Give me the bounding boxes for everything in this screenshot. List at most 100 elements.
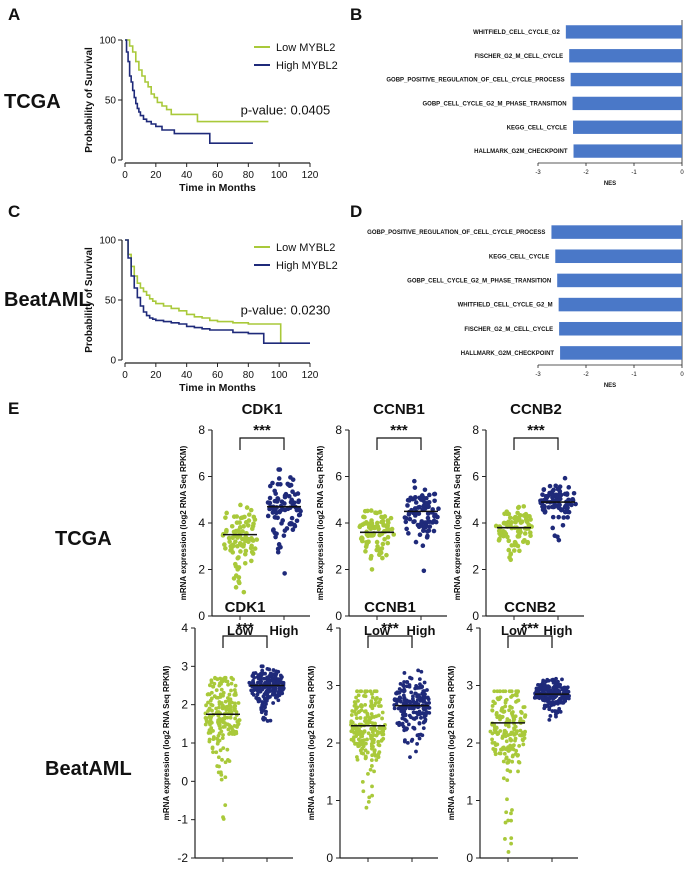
data-point-low (215, 736, 220, 741)
data-point-high (547, 717, 552, 722)
data-point-low (498, 729, 503, 733)
data-point-high (404, 726, 409, 731)
data-point-low (218, 676, 223, 681)
legend-label-low: Low MYBL2 (276, 42, 335, 54)
data-point-low (375, 696, 379, 700)
data-point-low (363, 549, 368, 554)
data-point-high (415, 741, 419, 746)
data-point-low (351, 737, 356, 741)
data-point-low (349, 713, 354, 717)
data-point-low (224, 707, 229, 712)
data-point-low (358, 716, 363, 720)
data-point-low (354, 695, 359, 700)
data-point-low (505, 778, 510, 783)
data-point-low (366, 771, 370, 776)
data-point-high (262, 676, 266, 681)
data-point-low (498, 533, 504, 538)
data-point-high (411, 519, 416, 525)
data-point-high (551, 701, 556, 706)
data-point-high (412, 494, 418, 500)
significance-bracket (367, 635, 413, 648)
data-point-low (515, 698, 520, 703)
nes-bar (551, 225, 682, 239)
data-point-low (517, 527, 523, 533)
nes-bar (558, 297, 682, 312)
data-point-low (211, 729, 215, 733)
km-curve-high (125, 239, 310, 344)
data-point-low (238, 502, 243, 508)
data-point-low (232, 561, 238, 567)
data-point-low (519, 710, 524, 715)
data-point-low (521, 742, 526, 747)
data-point-high (254, 696, 259, 700)
data-point-high (408, 715, 413, 720)
data-point-low (382, 514, 388, 519)
data-point-low (370, 695, 375, 700)
data-point-high (257, 697, 262, 702)
data-point-high (287, 483, 293, 489)
data-point-low (501, 776, 506, 781)
legend-label-high: High MYBL2 (276, 260, 338, 272)
data-point-low (233, 716, 238, 721)
data-point-low (515, 505, 521, 511)
data-point-low (226, 757, 230, 762)
data-point-low (505, 717, 510, 721)
data-point-low (229, 681, 234, 686)
y-tick-label: 100 (99, 236, 116, 247)
data-point-high (427, 710, 432, 715)
nes-bar (570, 72, 682, 87)
data-point-low (493, 752, 498, 757)
row-label-beataml-top: BeatAML (4, 289, 91, 311)
data-point-high (263, 712, 268, 716)
data-point-low (368, 767, 373, 772)
data-point-high (405, 684, 409, 689)
data-point-low (223, 803, 228, 808)
data-point-low (249, 549, 255, 555)
data-point-high (407, 516, 413, 522)
data-point-low (364, 805, 369, 810)
data-point-low (515, 533, 521, 539)
data-point-low (228, 704, 233, 709)
data-point-low (370, 715, 374, 720)
data-point-low (359, 708, 364, 713)
scatter-ccnb2-tcga: 0 2 4 6 8 Low High CCNB2 mRNA expression (log2 R… (453, 401, 584, 638)
data-point-high (571, 490, 577, 496)
data-point-high (397, 687, 402, 691)
data-point-high (422, 680, 427, 685)
data-point-high (403, 519, 409, 525)
data-point-low (230, 700, 234, 705)
data-point-high (413, 691, 418, 696)
data-point-low (506, 538, 512, 544)
data-point-high (426, 511, 431, 516)
y-tick-label: 3 (326, 679, 333, 693)
data-point-low (516, 769, 520, 774)
data-point-low (234, 710, 239, 714)
data-point-low (223, 760, 228, 765)
data-point-high (414, 749, 418, 754)
category-label: WHITFIELD_CELL_CYCLE_G2_M (458, 303, 553, 309)
data-point-low (371, 733, 376, 737)
data-point-low (517, 548, 522, 554)
x-tick-label: Low (227, 623, 254, 638)
data-point-high (551, 504, 557, 510)
data-point-low (231, 514, 237, 519)
data-point-low (227, 732, 232, 736)
data-point-low (249, 543, 254, 549)
data-point-low (380, 555, 385, 561)
data-point-high (545, 677, 550, 682)
data-point-low (233, 692, 238, 697)
data-point-low (227, 692, 232, 697)
km-curve-low (125, 239, 283, 344)
data-point-high (268, 718, 273, 723)
data-point-low (495, 689, 500, 694)
data-point-low (356, 744, 361, 749)
data-point-low (523, 511, 529, 517)
data-point-high (422, 487, 428, 493)
data-point-low (217, 764, 221, 769)
data-point-low (361, 789, 366, 794)
data-point-low (364, 755, 368, 760)
data-point-high (392, 697, 397, 702)
y-tick-label: 6 (472, 470, 479, 484)
data-point-high (255, 692, 260, 697)
